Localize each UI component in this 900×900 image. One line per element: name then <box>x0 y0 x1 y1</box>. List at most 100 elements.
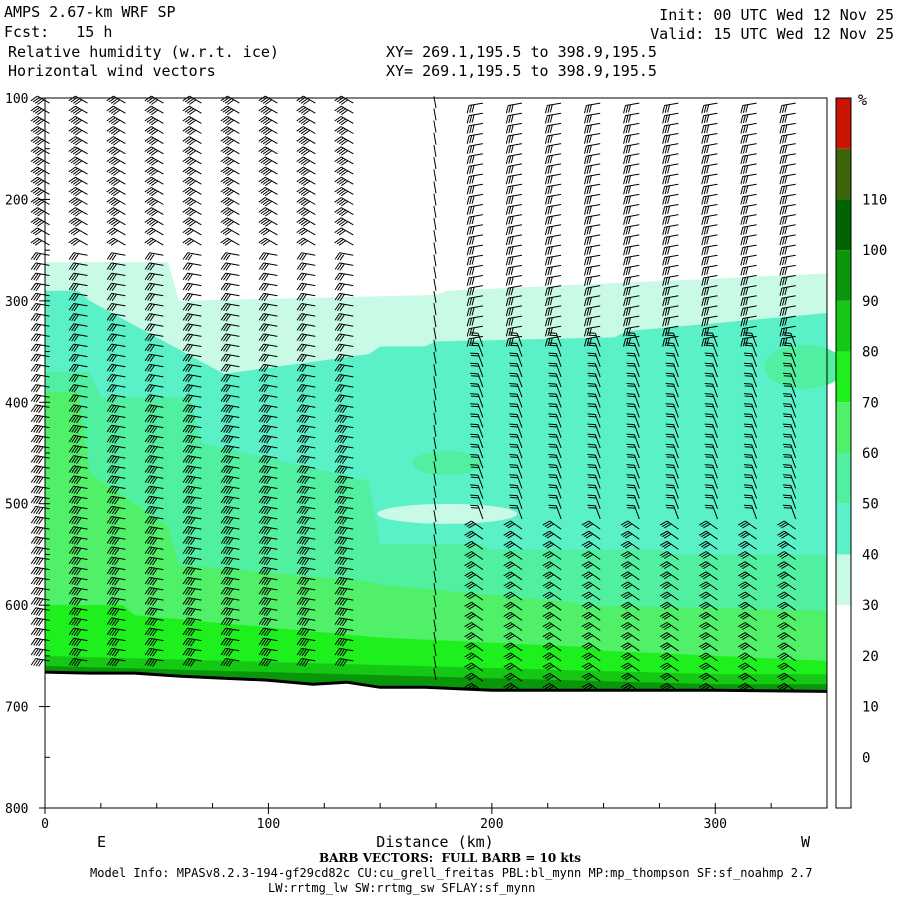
wind-barb <box>548 423 562 438</box>
wind-barb <box>581 561 601 571</box>
wind-barb <box>738 642 757 652</box>
wind-barb <box>220 597 240 606</box>
wind-barb <box>68 207 88 217</box>
wind-barb <box>30 566 50 576</box>
wind-barb <box>584 335 601 347</box>
wind-barb <box>334 374 354 383</box>
wind-barb <box>782 342 797 357</box>
wind-barb <box>581 581 601 591</box>
wind-barb <box>548 352 562 367</box>
colorbar-segment <box>836 300 851 352</box>
wind-barb <box>296 465 316 474</box>
wind-barb <box>296 166 316 176</box>
wind-barb <box>220 262 240 271</box>
wind-barb <box>659 551 679 560</box>
wind-barb <box>662 133 679 144</box>
wind-barb <box>701 102 718 114</box>
wind-barb <box>662 254 679 266</box>
wind-barb <box>433 315 437 328</box>
wind-barb <box>144 637 164 647</box>
wind-barb <box>659 611 679 621</box>
wind-barb <box>258 292 278 302</box>
wind-barb <box>106 526 126 535</box>
wind-barb <box>509 454 523 469</box>
wind-barb <box>296 516 316 525</box>
wind-barb <box>30 282 50 291</box>
wind-barb <box>182 505 202 515</box>
wind-barb <box>662 285 679 296</box>
wind-barb <box>30 607 50 616</box>
wind-barb <box>220 363 240 373</box>
wind-barb <box>704 342 718 357</box>
wind-barb <box>144 424 164 434</box>
wind-barb <box>777 561 796 571</box>
wind-barb <box>433 607 437 620</box>
wind-barb <box>182 95 202 105</box>
wind-barb <box>503 571 523 581</box>
wind-barb <box>296 176 316 187</box>
wind-barb <box>662 112 679 124</box>
wind-barb <box>626 474 640 489</box>
x-tick-label: 0 <box>41 817 49 832</box>
wind-barb <box>587 362 601 378</box>
wind-barb <box>106 374 126 383</box>
wind-barb <box>620 581 640 591</box>
wind-barb <box>704 464 718 479</box>
wind-barb <box>182 303 202 312</box>
rh-band-60-70 <box>45 392 827 692</box>
wind-barb <box>777 622 796 631</box>
wind-barb <box>587 342 601 357</box>
wind-barb <box>623 214 640 225</box>
wind-barb <box>701 315 718 327</box>
wind-barb <box>544 285 562 296</box>
wind-barb <box>466 163 483 175</box>
vector-title: Horizontal wind vectors <box>8 62 216 80</box>
wind-barb <box>740 224 757 236</box>
wind-barb <box>626 372 640 388</box>
wind-barb <box>587 443 601 459</box>
wind-barb <box>182 465 202 474</box>
wind-barb <box>144 495 164 505</box>
wind-barb <box>68 176 88 187</box>
wind-barb <box>587 372 601 388</box>
wind-barb <box>30 424 50 434</box>
wind-barb <box>220 516 240 525</box>
wind-barb <box>433 437 437 449</box>
wind-barb <box>470 403 484 418</box>
wind-barb <box>296 495 316 505</box>
wind-barb <box>704 484 718 499</box>
wind-barb <box>258 516 278 525</box>
wind-barb <box>584 325 601 337</box>
wind-barb <box>470 413 484 428</box>
wind-barb <box>258 282 278 291</box>
wind-barb <box>296 105 316 116</box>
x-tick-label: 200 <box>480 817 503 832</box>
wind-barb <box>584 183 601 195</box>
wind-barb <box>68 136 88 146</box>
wind-barb <box>470 393 484 408</box>
wind-barb <box>220 115 240 126</box>
wind-barb <box>701 224 718 236</box>
wind-barb <box>738 611 757 621</box>
wind-barb <box>258 115 278 126</box>
wind-barb <box>296 394 316 403</box>
wind-barb <box>777 540 796 550</box>
wind-barb <box>106 627 126 637</box>
wind-barb <box>662 102 679 114</box>
wind-barb <box>433 278 437 291</box>
wind-barb <box>777 652 796 662</box>
wind-barb <box>509 433 523 449</box>
wind-barb <box>505 285 523 296</box>
wind-barb <box>334 597 354 606</box>
wind-barb <box>68 404 88 414</box>
wind-barb <box>623 305 640 317</box>
wind-barbs <box>30 95 797 692</box>
wind-barb <box>659 571 679 581</box>
wind-barb <box>544 133 562 144</box>
wind-barb <box>505 122 523 134</box>
wind-barb <box>182 227 202 236</box>
wind-barb <box>334 627 354 637</box>
wind-barb <box>296 556 316 566</box>
wind-barb <box>144 485 164 495</box>
wind-barb <box>470 423 484 438</box>
